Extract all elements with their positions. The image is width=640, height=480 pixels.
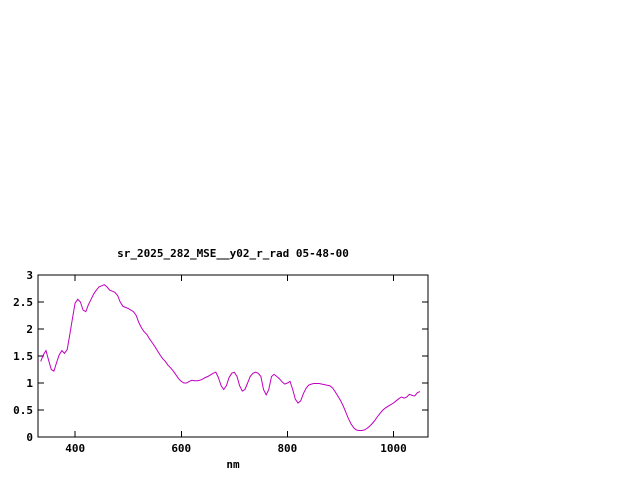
y-tick-label: 2 [26,323,33,336]
x-tick-label: 800 [277,442,297,455]
y-tick-label: 2.5 [13,296,33,309]
plot-border [37,274,429,438]
x-axis-label: nm [226,458,240,471]
x-tick-label: 600 [171,442,191,455]
y-tick-label: 0 [26,431,33,444]
y-tick-label: 3 [26,269,33,282]
x-tick-label: 400 [65,442,85,455]
spectrum-line [40,284,421,431]
y-tick-label: 0.5 [13,404,33,417]
y-tick-label: 1 [26,377,33,390]
y-tick-label: 1.5 [13,350,33,363]
chart-title: sr_2025_282_MSE__y02_r_rad 05-48-00 [117,247,349,260]
x-tick-label: 1000 [380,442,407,455]
